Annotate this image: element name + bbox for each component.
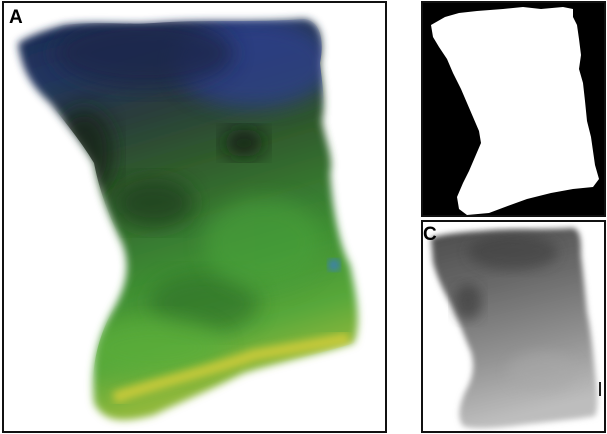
yellow-rim xyxy=(111,332,351,404)
mask-foreground xyxy=(431,7,599,215)
panel-a-label: A xyxy=(7,7,26,29)
panel-a-image xyxy=(18,19,358,420)
panel-c: C xyxy=(421,220,606,433)
panel-b-label: B xyxy=(423,5,437,26)
panel-c-image xyxy=(431,228,601,429)
panel-c-label: C xyxy=(423,224,437,245)
panel-a: A xyxy=(2,1,387,433)
panel-b: B xyxy=(421,1,606,217)
panel-b-mask xyxy=(431,7,599,215)
